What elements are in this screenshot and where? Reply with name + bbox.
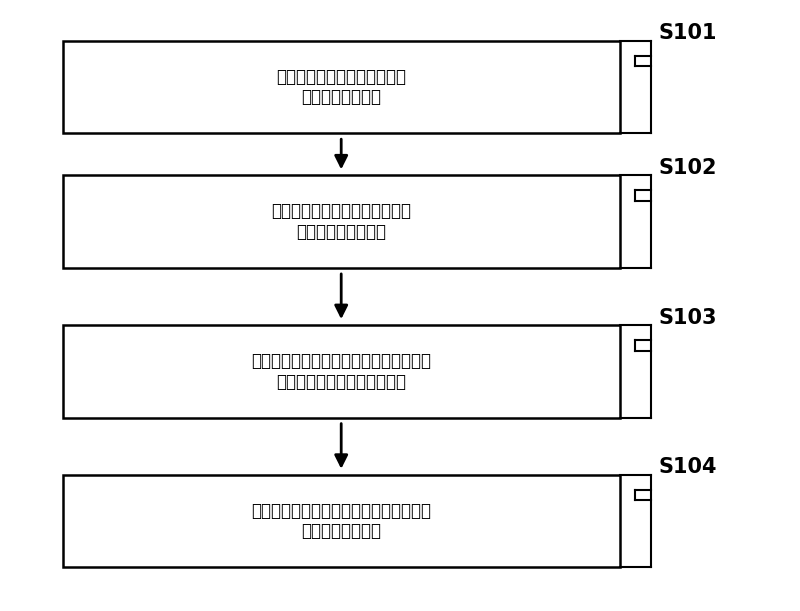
FancyBboxPatch shape [63, 475, 619, 568]
FancyBboxPatch shape [63, 325, 619, 418]
Text: 根据板材类型信息以及板厚信
息对过孔进行分类: 根据板材类型信息以及板厚信 息对过孔进行分类 [276, 68, 406, 106]
FancyBboxPatch shape [63, 175, 619, 268]
Text: S102: S102 [658, 158, 718, 178]
Text: 对所述分类后的过孔进行建模，
建立原始过孔模型库: 对所述分类后的过孔进行建模， 建立原始过孔模型库 [271, 202, 411, 241]
Text: 利用所述过孔模型装置库形成实际的过孔
仿真模型进行仿真: 利用所述过孔模型装置库形成实际的过孔 仿真模型进行仿真 [251, 502, 431, 541]
FancyBboxPatch shape [63, 40, 619, 133]
Text: 对原始过孔模型库进行仿真测试验证，建
立经过验证的过孔模型装置库: 对原始过孔模型库进行仿真测试验证，建 立经过验证的过孔模型装置库 [251, 352, 431, 391]
Text: S101: S101 [658, 23, 718, 43]
Text: S104: S104 [658, 458, 718, 477]
Text: S103: S103 [658, 308, 718, 327]
